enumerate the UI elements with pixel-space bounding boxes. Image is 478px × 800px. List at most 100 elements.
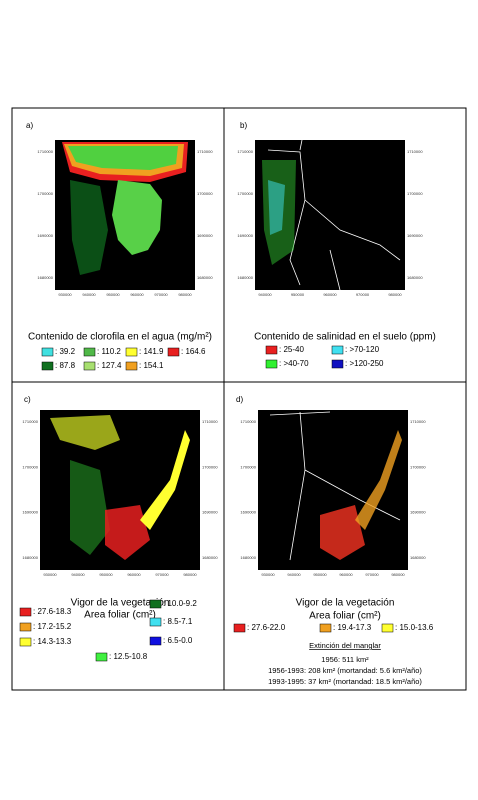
- legend-label: : 127.4: [97, 361, 122, 370]
- y-tick-label: 1700000: [237, 191, 253, 196]
- x-tick-label: 950000: [291, 292, 305, 297]
- legend-swatch: [125, 361, 138, 371]
- x-tick-label: 970000: [356, 292, 370, 297]
- y-tick-label: 1700000: [410, 464, 426, 469]
- x-tick-label: 980000: [391, 572, 405, 577]
- legend-swatch: [381, 623, 394, 633]
- y-tick-label: 1680000: [407, 275, 423, 280]
- legend-swatch: [83, 347, 96, 357]
- legend-swatch: [19, 622, 32, 632]
- y-tick-label: 1710000: [37, 149, 53, 154]
- y-tick-label: 1700000: [37, 191, 53, 196]
- legend-label: : 15.0-13.6: [395, 623, 434, 632]
- x-tick-label: 980000: [178, 292, 192, 297]
- y-tick-label: 1690000: [197, 233, 213, 238]
- x-tick-label: 940000: [82, 292, 96, 297]
- legend-swatch: [83, 361, 96, 371]
- y-tick-label: 1700000: [197, 191, 213, 196]
- legend-label: : 110.2: [97, 347, 121, 356]
- map-d: [258, 410, 408, 570]
- panel-title: Vigor de la vegetación: [71, 598, 170, 609]
- legend-label: : 17.2-15.2: [33, 622, 72, 631]
- legend-label: : 39.2: [55, 347, 76, 356]
- legend-swatch: [41, 361, 54, 371]
- x-tick-label: 970000: [365, 572, 379, 577]
- y-tick-label: 1700000: [407, 191, 423, 196]
- x-tick-label: 940000: [287, 572, 301, 577]
- legend-label: : 27.6-22.0: [247, 623, 286, 632]
- legend-label: : >120-250: [345, 359, 384, 368]
- x-tick-label: 970000: [154, 292, 168, 297]
- panel-subtitle: Area foliar (cm²): [84, 610, 156, 621]
- legend-swatch: [149, 599, 162, 609]
- legend-label: : >40-70: [279, 359, 309, 368]
- legend-swatch: [19, 607, 32, 617]
- legend-swatch: [319, 623, 332, 633]
- panel-label: d): [236, 395, 243, 404]
- legend-label: : 8.5-7.1: [163, 617, 193, 626]
- outer-frame: [11, 107, 467, 691]
- x-tick-label: 950000: [313, 572, 327, 577]
- map-a: [55, 140, 195, 290]
- legend-label: : 154.1: [139, 361, 164, 370]
- note-heading: Extinción del manglar: [309, 641, 381, 650]
- x-tick-label: 980000: [183, 572, 197, 577]
- x-tick-label: 980000: [388, 292, 402, 297]
- panel-title: Contenido de clorofila en el agua (mg/m²…: [28, 332, 212, 343]
- legend-label: : 6.5-0.0: [163, 636, 193, 645]
- y-tick-label: 1690000: [202, 510, 218, 515]
- legend-label: : 164.6: [181, 347, 206, 356]
- legend-swatch: [41, 347, 54, 357]
- x-tick-label: 960000: [339, 572, 353, 577]
- panel-label: a): [26, 121, 33, 130]
- x-tick-label: 950000: [99, 572, 113, 577]
- y-tick-label: 1690000: [240, 510, 256, 515]
- y-tick-label: 1680000: [237, 275, 253, 280]
- y-tick-label: 1680000: [240, 555, 256, 560]
- legend-swatch: [265, 345, 278, 355]
- note-line: 1956-1993: 208 km² (mortandad: 5.6 km²/a…: [268, 666, 422, 675]
- panel-label: c): [24, 395, 31, 404]
- y-tick-label: 1710000: [240, 419, 256, 424]
- y-tick-label: 1680000: [37, 275, 53, 280]
- x-tick-label: 930000: [43, 572, 57, 577]
- y-tick-label: 1690000: [407, 233, 423, 238]
- legend-label: : 87.8: [55, 361, 76, 370]
- legend-label: : 10.0-9.2: [163, 599, 197, 608]
- legend-swatch: [149, 636, 162, 646]
- x-tick-label: 940000: [258, 292, 272, 297]
- y-tick-label: 1710000: [202, 419, 218, 424]
- x-tick-label: 960000: [127, 572, 141, 577]
- note-line: 1993-1995: 37 km² (mortandad: 18.5 km²/a…: [268, 677, 422, 686]
- panel-title: Contenido de salinidad en el suelo (ppm): [254, 332, 436, 343]
- y-tick-label: 1710000: [410, 419, 426, 424]
- legend-swatch: [167, 347, 180, 357]
- y-tick-label: 1700000: [202, 464, 218, 469]
- y-tick-label: 1680000: [410, 555, 426, 560]
- map-c: [40, 410, 200, 570]
- y-tick-label: 1690000: [22, 510, 38, 515]
- y-tick-label: 1690000: [237, 233, 253, 238]
- y-tick-label: 1680000: [197, 275, 213, 280]
- y-tick-label: 1700000: [240, 464, 256, 469]
- y-tick-label: 1690000: [37, 233, 53, 238]
- y-tick-label: 1710000: [407, 149, 423, 154]
- legend-swatch: [149, 617, 162, 627]
- y-tick-label: 1710000: [22, 419, 38, 424]
- x-tick-label: 970000: [155, 572, 169, 577]
- legend-swatch: [95, 652, 108, 662]
- x-tick-label: 930000: [261, 572, 275, 577]
- legend-label: : 27.6-18.3: [33, 607, 72, 616]
- y-tick-label: 1710000: [237, 149, 253, 154]
- x-tick-label: 960000: [323, 292, 337, 297]
- x-tick-label: 950000: [106, 292, 120, 297]
- panel-label: b): [240, 121, 247, 130]
- y-tick-label: 1700000: [22, 464, 38, 469]
- panel-subtitle: Area foliar (cm²): [309, 611, 381, 622]
- x-tick-label: 960000: [130, 292, 144, 297]
- legend-swatch: [233, 623, 246, 633]
- x-tick-label: 930000: [58, 292, 72, 297]
- legend-swatch: [19, 637, 32, 647]
- y-tick-label: 1710000: [197, 149, 213, 154]
